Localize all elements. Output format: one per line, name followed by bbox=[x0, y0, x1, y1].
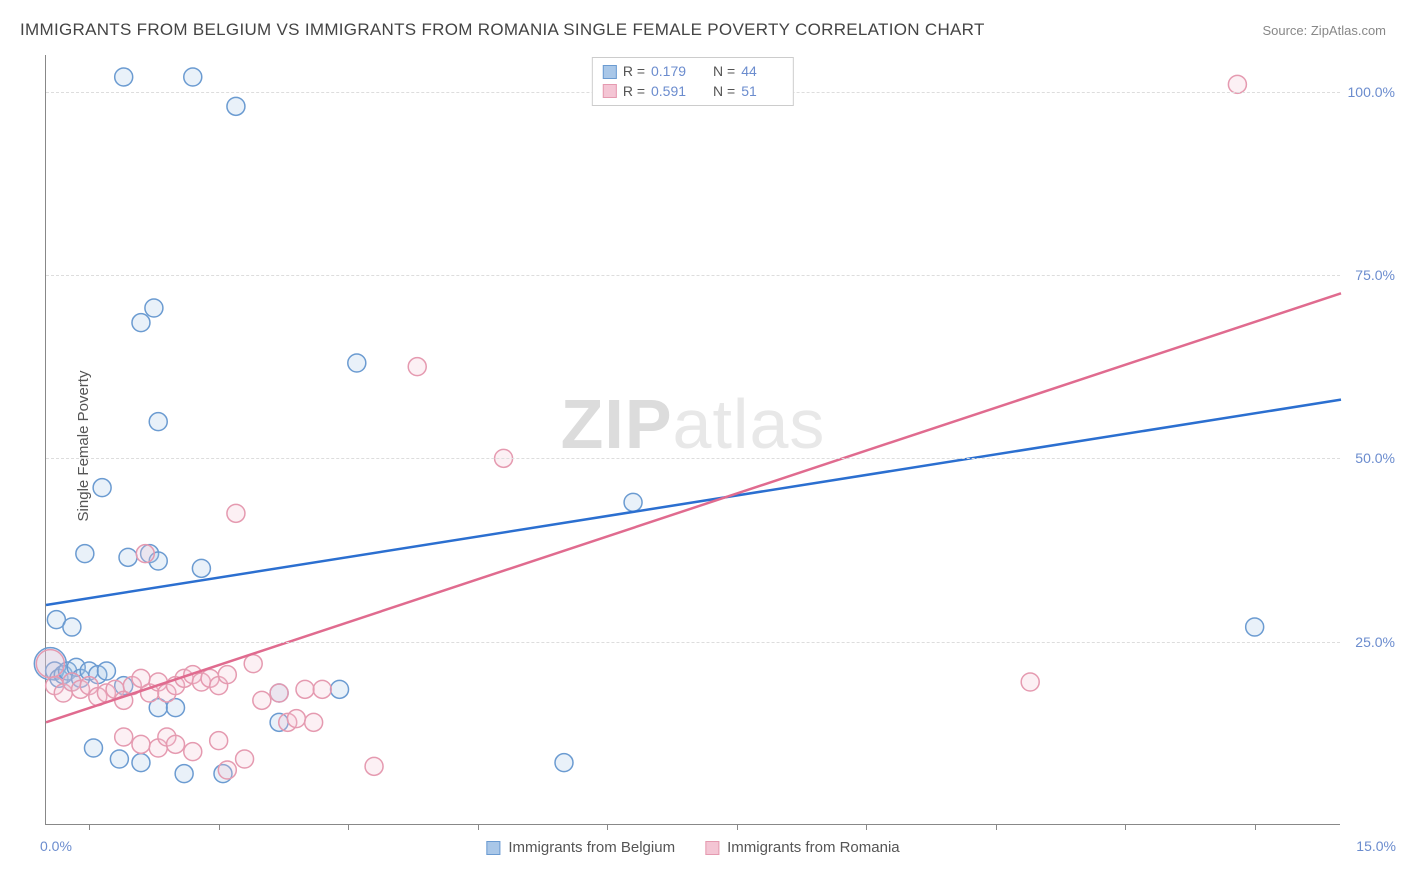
data-point bbox=[1246, 618, 1264, 636]
scatter-svg bbox=[46, 55, 1340, 824]
data-point bbox=[115, 68, 133, 86]
n-label-1: N = bbox=[713, 82, 735, 102]
data-point bbox=[136, 545, 154, 563]
data-point bbox=[110, 750, 128, 768]
x-tick bbox=[478, 824, 479, 830]
regression-line bbox=[46, 400, 1341, 605]
legend-row-belgium: R = 0.179 N = 44 bbox=[603, 62, 783, 82]
x-min-label: 0.0% bbox=[40, 838, 72, 854]
x-tick bbox=[737, 824, 738, 830]
data-point bbox=[145, 299, 163, 317]
x-tick bbox=[219, 824, 220, 830]
data-point bbox=[270, 684, 288, 702]
data-point bbox=[331, 680, 349, 698]
swatch-belgium bbox=[603, 65, 617, 79]
data-point bbox=[76, 545, 94, 563]
data-point bbox=[119, 548, 137, 566]
data-point bbox=[93, 479, 111, 497]
r-value-0: 0.179 bbox=[651, 62, 693, 82]
x-tick bbox=[89, 824, 90, 830]
data-point bbox=[227, 504, 245, 522]
data-point bbox=[97, 662, 115, 680]
x-tick bbox=[996, 824, 997, 830]
series-legend: Immigrants from Belgium Immigrants from … bbox=[486, 839, 899, 856]
data-point bbox=[184, 68, 202, 86]
r-label-0: R = bbox=[623, 62, 645, 82]
data-point bbox=[132, 754, 150, 772]
data-point bbox=[1228, 75, 1246, 93]
legend-item-belgium: Immigrants from Belgium bbox=[486, 839, 675, 856]
data-point bbox=[305, 713, 323, 731]
swatch-romania-bottom bbox=[705, 841, 719, 855]
chart-container: IMMIGRANTS FROM BELGIUM VS IMMIGRANTS FR… bbox=[0, 0, 1406, 892]
data-point bbox=[132, 735, 150, 753]
data-point bbox=[218, 666, 236, 684]
data-point bbox=[296, 680, 314, 698]
data-point bbox=[244, 655, 262, 673]
legend-row-romania: R = 0.591 N = 51 bbox=[603, 82, 783, 102]
x-tick bbox=[348, 824, 349, 830]
data-point bbox=[348, 354, 366, 372]
data-point bbox=[132, 314, 150, 332]
series-name-0: Immigrants from Belgium bbox=[508, 839, 675, 856]
x-tick bbox=[866, 824, 867, 830]
data-point bbox=[253, 691, 271, 709]
x-tick bbox=[1125, 824, 1126, 830]
r-value-1: 0.591 bbox=[651, 82, 693, 102]
y-tick-label: 25.0% bbox=[1355, 634, 1395, 650]
swatch-belgium-bottom bbox=[486, 841, 500, 855]
swatch-romania bbox=[603, 84, 617, 98]
n-label-0: N = bbox=[713, 62, 735, 82]
data-point bbox=[408, 358, 426, 376]
correlation-legend: R = 0.179 N = 44 R = 0.591 N = 51 bbox=[592, 57, 794, 106]
data-point bbox=[624, 493, 642, 511]
n-value-0: 44 bbox=[741, 62, 783, 82]
header: IMMIGRANTS FROM BELGIUM VS IMMIGRANTS FR… bbox=[20, 20, 1386, 40]
chart-title: IMMIGRANTS FROM BELGIUM VS IMMIGRANTS FR… bbox=[20, 20, 985, 40]
data-point bbox=[184, 743, 202, 761]
data-point bbox=[210, 732, 228, 750]
data-point bbox=[36, 650, 64, 678]
n-value-1: 51 bbox=[741, 82, 783, 102]
data-point bbox=[115, 728, 133, 746]
x-tick bbox=[1255, 824, 1256, 830]
gridline bbox=[46, 275, 1340, 276]
gridline bbox=[46, 642, 1340, 643]
data-point bbox=[192, 559, 210, 577]
data-point bbox=[63, 618, 81, 636]
source-label: Source: ZipAtlas.com bbox=[1262, 23, 1386, 38]
data-point bbox=[1021, 673, 1039, 691]
data-point bbox=[555, 754, 573, 772]
legend-item-romania: Immigrants from Romania bbox=[705, 839, 900, 856]
data-point bbox=[287, 710, 305, 728]
data-point bbox=[227, 97, 245, 115]
data-point bbox=[84, 739, 102, 757]
data-point bbox=[175, 765, 193, 783]
x-tick bbox=[607, 824, 608, 830]
data-point bbox=[218, 761, 236, 779]
data-point bbox=[365, 757, 383, 775]
y-tick-label: 100.0% bbox=[1348, 84, 1395, 100]
data-point bbox=[236, 750, 254, 768]
data-point bbox=[313, 680, 331, 698]
gridline bbox=[46, 458, 1340, 459]
data-point bbox=[167, 735, 185, 753]
y-tick-label: 75.0% bbox=[1355, 267, 1395, 283]
plot-area: ZIPatlas R = 0.179 N = 44 R = 0.591 N = … bbox=[45, 55, 1340, 825]
r-label-1: R = bbox=[623, 82, 645, 102]
y-tick-label: 50.0% bbox=[1355, 450, 1395, 466]
series-name-1: Immigrants from Romania bbox=[727, 839, 900, 856]
data-point bbox=[149, 413, 167, 431]
x-max-label: 15.0% bbox=[1356, 838, 1396, 854]
